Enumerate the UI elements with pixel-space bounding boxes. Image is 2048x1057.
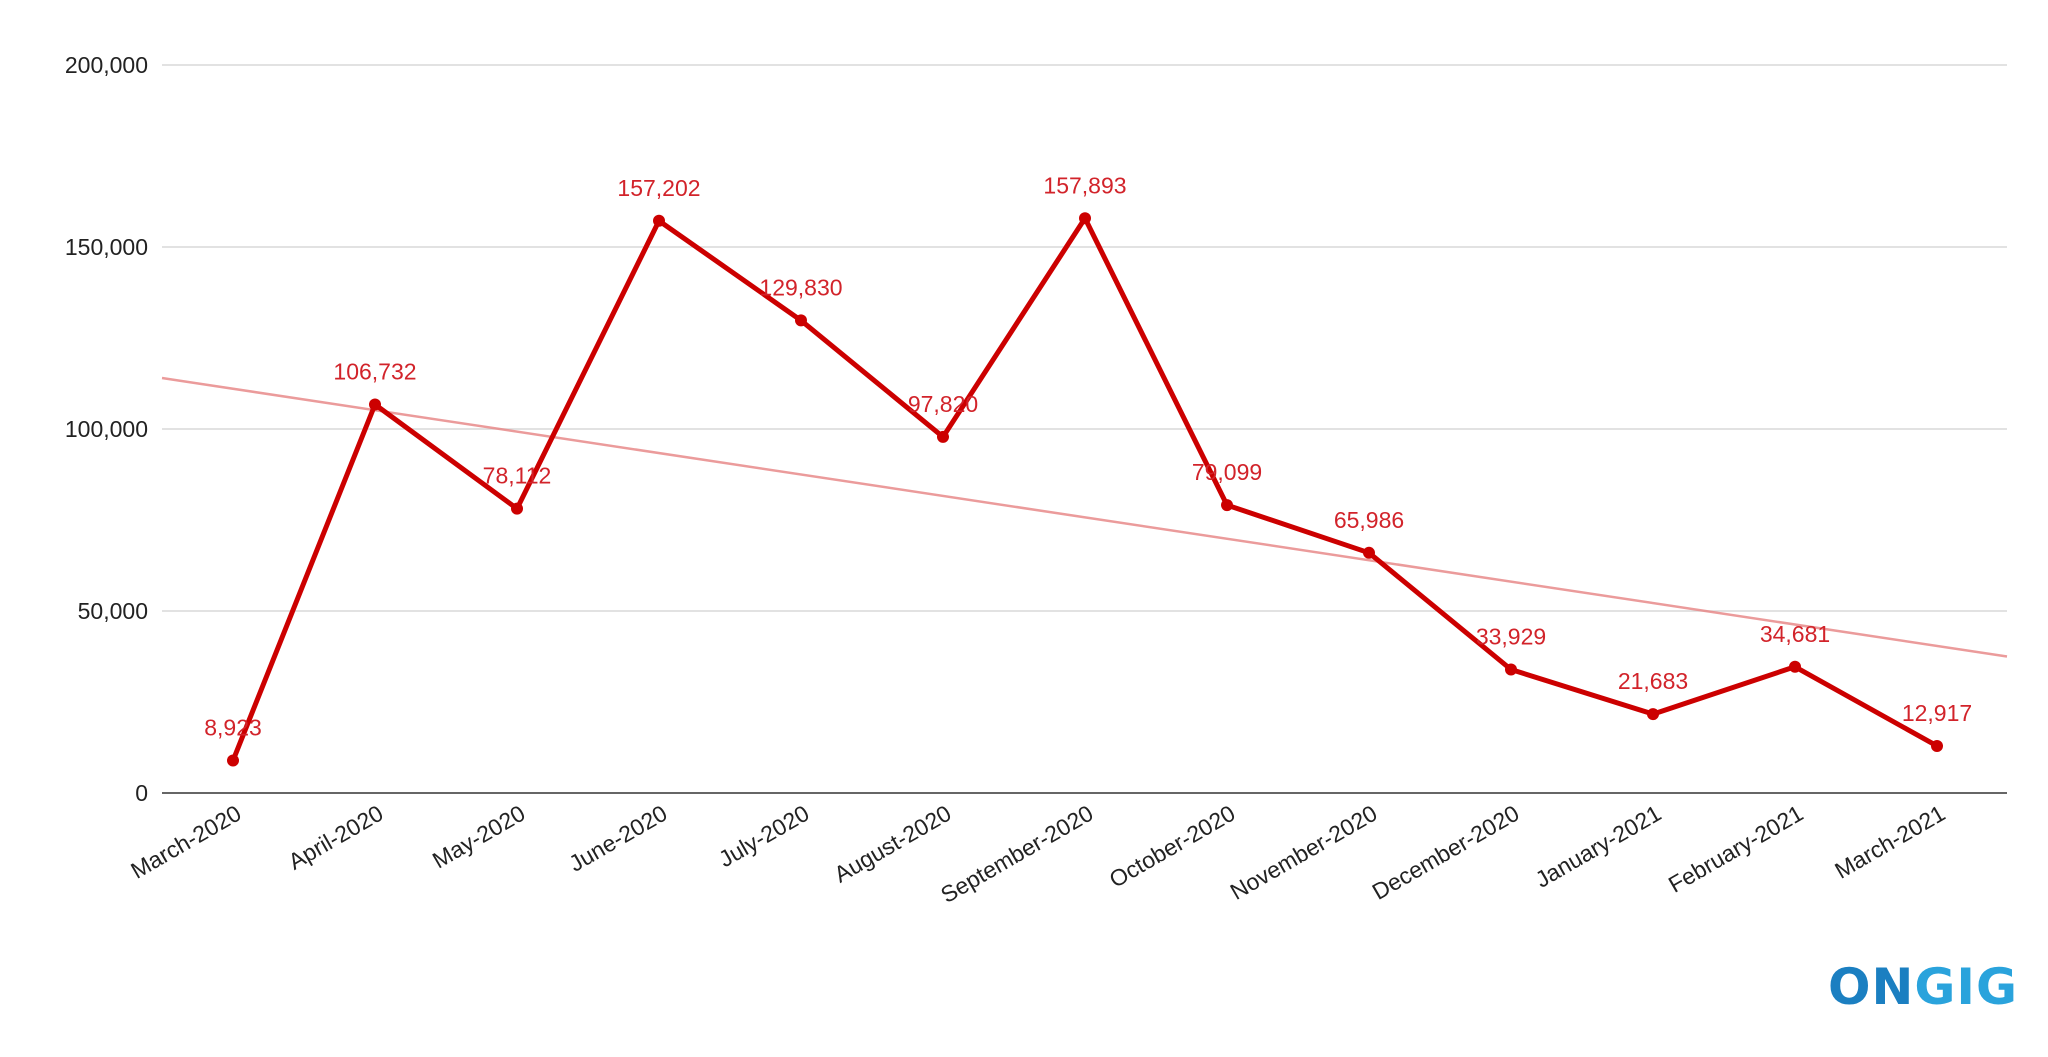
data-label: 34,681	[1760, 621, 1830, 647]
x-tick-label: April-2020	[284, 800, 388, 875]
ongig-logo: ONGIG	[1828, 962, 2018, 1012]
x-tick-label: September-2020	[936, 800, 1097, 908]
trendline	[161, 376, 2008, 658]
data-label: 65,986	[1334, 507, 1404, 533]
x-tick-label: February-2021	[1664, 800, 1808, 898]
x-tick-label: March-2021	[1830, 800, 1949, 884]
y-tick-label: 100,000	[65, 416, 148, 442]
logo-part-on: ON	[1828, 958, 1915, 1016]
data-label: 157,202	[617, 175, 700, 201]
data-point	[227, 754, 239, 767]
x-tick-label: October-2020	[1105, 800, 1240, 893]
x-tick-label: March-2020	[126, 800, 245, 884]
data-point	[937, 430, 949, 443]
data-label: 106,732	[333, 358, 416, 384]
logo-part-gig: GIG	[1914, 958, 2019, 1016]
y-tick-label: 0	[135, 780, 148, 806]
data-label: 78,112	[483, 463, 552, 489]
x-tick-label: June-2020	[564, 800, 671, 877]
y-axis-ticks: 0 50,000 100,000 150,000 200,000	[65, 52, 148, 806]
data-point	[1505, 663, 1517, 676]
data-point	[1079, 212, 1091, 225]
data-labels: 8,923 106,732 78,112 157,202 129,830 97,820 15…	[204, 172, 1972, 740]
x-tick-label: May-2020	[428, 800, 530, 874]
y-tick-label: 50,000	[78, 598, 148, 624]
data-label: 33,929	[1476, 623, 1546, 649]
x-tick-label: January-2021	[1531, 800, 1666, 893]
y-tick-label: 200,000	[65, 52, 148, 78]
data-points	[227, 212, 1943, 767]
data-point	[1789, 660, 1801, 673]
data-point	[1647, 708, 1659, 721]
x-axis-ticks: March-2020 April-2020 May-2020 June-2020 Jul…	[126, 800, 1949, 908]
x-tick-label: November-2020	[1226, 800, 1382, 905]
data-label: 21,683	[1618, 668, 1688, 694]
data-point	[369, 398, 381, 411]
data-label: 8,923	[204, 715, 262, 741]
data-point	[653, 214, 665, 227]
data-point	[511, 502, 523, 515]
gridlines	[162, 64, 2007, 612]
data-label: 129,830	[759, 274, 842, 300]
x-tick-label: December-2020	[1368, 800, 1524, 905]
data-label: 12,917	[1902, 700, 1972, 726]
data-point	[1221, 499, 1233, 512]
y-tick-label: 150,000	[65, 234, 148, 260]
data-point	[1363, 546, 1375, 559]
data-label: 157,893	[1043, 172, 1126, 198]
data-point	[795, 314, 807, 327]
data-label: 79,099	[1192, 459, 1262, 485]
x-tick-label: August-2020	[830, 800, 956, 888]
x-tick-label: July-2020	[714, 800, 813, 872]
data-point	[1931, 739, 1943, 752]
data-label: 97,820	[908, 391, 978, 417]
